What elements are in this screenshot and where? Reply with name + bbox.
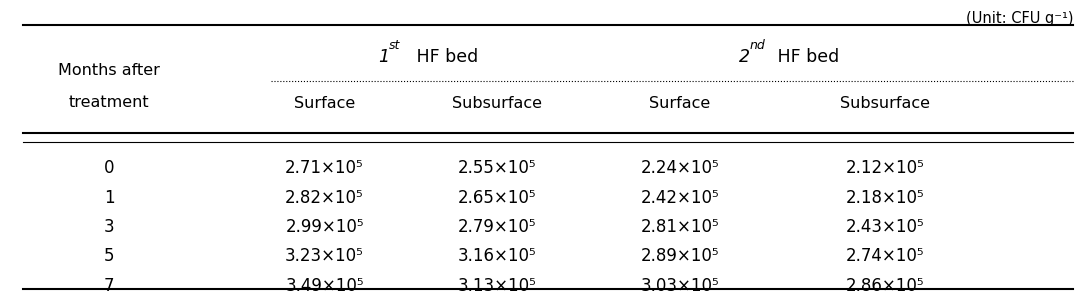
Text: 3.23×10⁵: 3.23×10⁵	[285, 247, 364, 266]
Text: 2.74×10⁵: 2.74×10⁵	[846, 247, 924, 266]
Text: 2.99×10⁵: 2.99×10⁵	[285, 218, 364, 236]
Text: Months after: Months after	[58, 63, 160, 78]
Text: 5: 5	[104, 247, 114, 266]
Text: st: st	[389, 39, 401, 52]
Text: 2.12×10⁵: 2.12×10⁵	[846, 159, 924, 178]
Text: 3.13×10⁵: 3.13×10⁵	[458, 277, 537, 295]
Text: Subsurface: Subsurface	[840, 97, 930, 111]
Text: 2: 2	[739, 48, 750, 66]
Text: 2.42×10⁵: 2.42×10⁵	[640, 189, 719, 207]
Text: 3: 3	[104, 218, 114, 236]
Text: 2.71×10⁵: 2.71×10⁵	[285, 159, 364, 178]
Text: 2.81×10⁵: 2.81×10⁵	[640, 218, 719, 236]
Text: 1: 1	[378, 48, 389, 66]
Text: 2.89×10⁵: 2.89×10⁵	[640, 247, 719, 266]
Text: Subsurface: Subsurface	[451, 97, 542, 111]
Text: 2.65×10⁵: 2.65×10⁵	[458, 189, 536, 207]
Text: nd: nd	[750, 39, 766, 52]
Text: 0: 0	[104, 159, 114, 178]
Text: 1: 1	[104, 189, 114, 207]
Text: 3.16×10⁵: 3.16×10⁵	[458, 247, 537, 266]
Text: HF bed: HF bed	[771, 48, 839, 66]
Text: 2.82×10⁵: 2.82×10⁵	[285, 189, 364, 207]
Text: treatment: treatment	[69, 95, 149, 110]
Text: 3.03×10⁵: 3.03×10⁵	[640, 277, 719, 295]
Text: 2.86×10⁵: 2.86×10⁵	[846, 277, 924, 295]
Text: 2.79×10⁵: 2.79×10⁵	[458, 218, 536, 236]
Text: 2.55×10⁵: 2.55×10⁵	[458, 159, 536, 178]
Text: (Unit: CFU g⁻¹): (Unit: CFU g⁻¹)	[966, 12, 1074, 27]
Text: HF bed: HF bed	[410, 48, 478, 66]
Text: Surface: Surface	[294, 97, 355, 111]
Text: 7: 7	[104, 277, 114, 295]
Text: 2.43×10⁵: 2.43×10⁵	[846, 218, 924, 236]
Text: 2.18×10⁵: 2.18×10⁵	[846, 189, 924, 207]
Text: 3.49×10⁵: 3.49×10⁵	[285, 277, 364, 295]
Text: 2.24×10⁵: 2.24×10⁵	[640, 159, 719, 178]
Text: Surface: Surface	[649, 97, 711, 111]
